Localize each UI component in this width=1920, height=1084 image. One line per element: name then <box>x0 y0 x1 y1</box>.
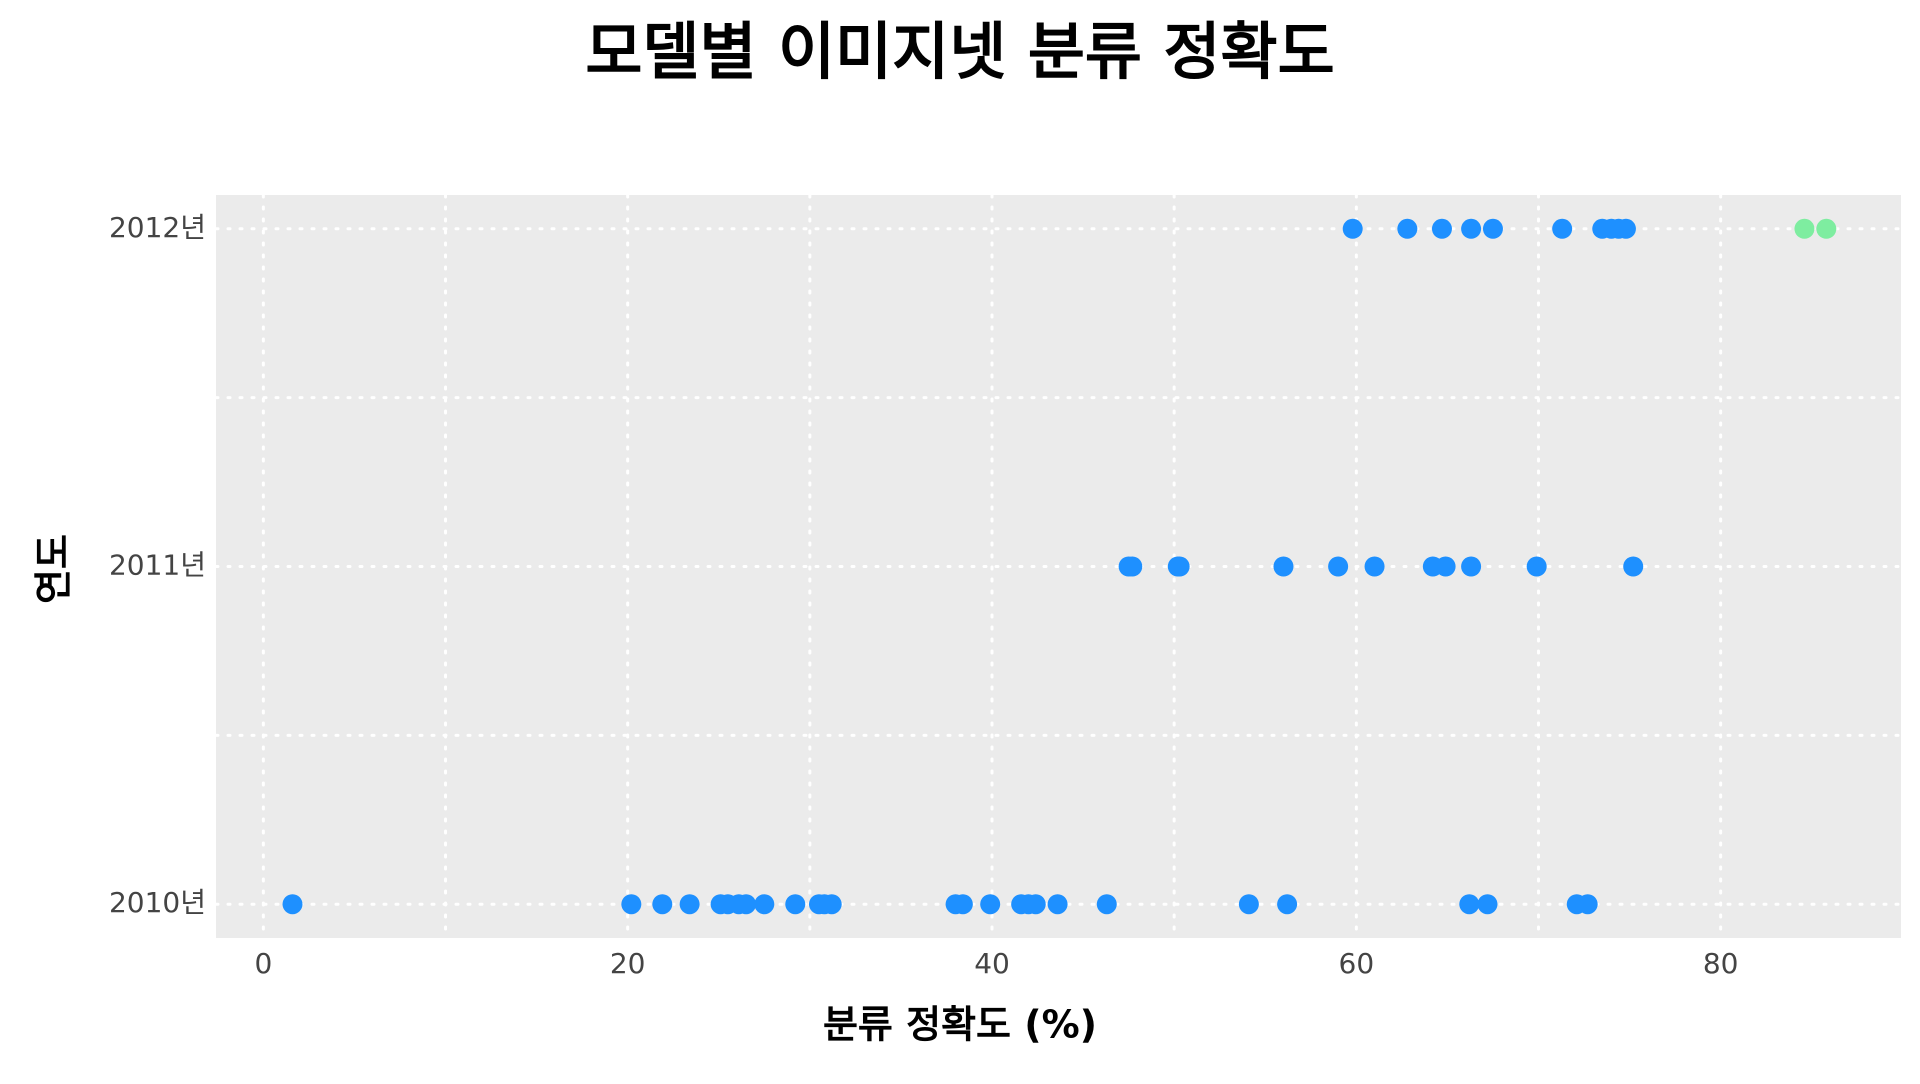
point <box>1047 894 1068 915</box>
point <box>1816 218 1837 239</box>
point <box>679 894 700 915</box>
x-tick-label: 0 <box>254 947 272 980</box>
chart-title: 모델별 이미지넷 분류 정확도 <box>585 15 1334 88</box>
point <box>1794 218 1815 239</box>
point <box>1273 556 1294 577</box>
x-axis-title: 분류 정확도 (%) <box>823 1003 1097 1047</box>
point <box>1615 218 1636 239</box>
x-tick-label: 80 <box>1703 947 1739 980</box>
point <box>1552 218 1573 239</box>
y-tick-label: 2010년 <box>109 886 206 919</box>
point <box>1477 894 1498 915</box>
point <box>1169 556 1190 577</box>
point <box>1461 218 1482 239</box>
point <box>1397 218 1418 239</box>
point <box>1435 556 1456 577</box>
point <box>652 894 673 915</box>
point <box>754 894 775 915</box>
point <box>282 894 303 915</box>
point <box>1096 894 1117 915</box>
point <box>980 894 1001 915</box>
x-tick-label: 60 <box>1339 947 1375 980</box>
point <box>1431 218 1452 239</box>
point <box>1342 218 1363 239</box>
point <box>1623 556 1644 577</box>
point <box>1482 218 1503 239</box>
y-tick-label: 2012년 <box>109 211 206 244</box>
point <box>736 894 757 915</box>
x-tick-label: 40 <box>974 947 1010 980</box>
y-tick-label: 2011년 <box>109 549 206 582</box>
point <box>1459 894 1480 915</box>
point <box>1364 556 1385 577</box>
point <box>952 894 973 915</box>
x-tick-label: 20 <box>610 947 646 980</box>
point <box>1025 894 1046 915</box>
point <box>1238 894 1259 915</box>
point <box>1122 556 1143 577</box>
point <box>1526 556 1547 577</box>
point <box>785 894 806 915</box>
point <box>1577 894 1598 915</box>
point <box>621 894 642 915</box>
point <box>821 894 842 915</box>
y-axis-title: 연도 <box>32 534 76 604</box>
point <box>1461 556 1482 577</box>
point <box>1277 894 1298 915</box>
point <box>1328 556 1349 577</box>
